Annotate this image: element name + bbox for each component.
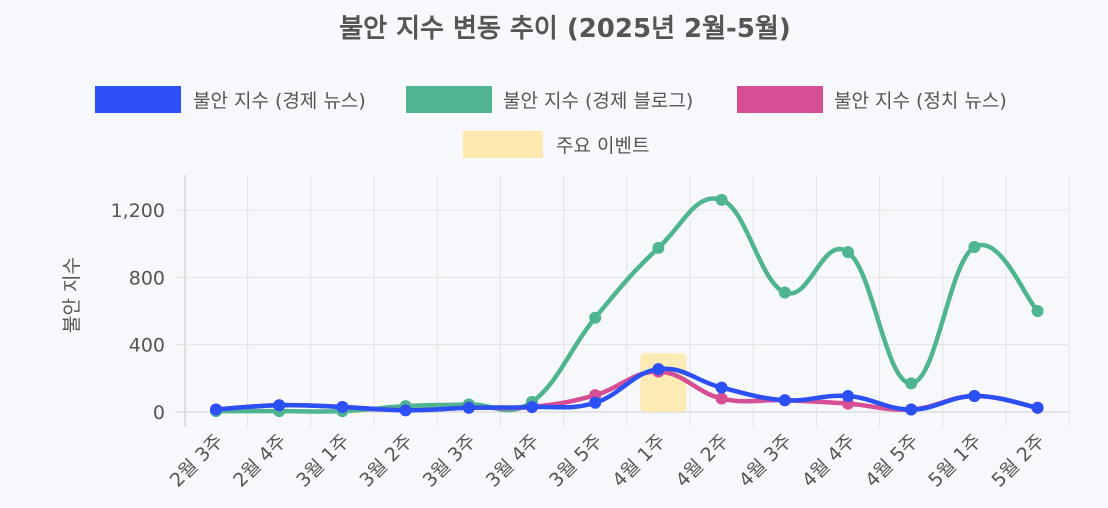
y-tick-label: 800: [129, 267, 165, 289]
legend-item-0[interactable]: 불안 지수 (경제 뉴스): [95, 86, 366, 113]
data-point: [273, 399, 286, 412]
data-point: [715, 193, 728, 206]
legend-label: 주요 이벤트: [556, 135, 649, 157]
legend: 불안 지수 (경제 뉴스) 불안 지수 (경제 블로그) 불안 지수 (정치 뉴스)…: [95, 86, 1007, 158]
x-tick-label: 5월 2주: [987, 430, 1049, 492]
x-tick-label: 4월 2주: [671, 430, 733, 492]
x-tick-label: 2월 4주: [229, 430, 291, 492]
legend-item-3[interactable]: 주요 이벤트: [463, 131, 649, 158]
series-0: [210, 363, 1044, 417]
x-tick-label: 4월 4주: [798, 430, 860, 492]
legend-swatch: [95, 86, 181, 113]
event-annotation: [640, 353, 687, 412]
y-tick-label: 0: [153, 402, 165, 424]
y-tick-label: 400: [129, 335, 165, 357]
x-tick-label: 4월 5주: [861, 430, 923, 492]
data-point: [905, 377, 918, 390]
grid: [175, 175, 1070, 427]
x-tick-label: 3월 4주: [482, 430, 544, 492]
data-point: [715, 381, 728, 394]
data-point: [778, 394, 791, 407]
series-line: [213, 196, 1040, 414]
data-point: [1031, 401, 1044, 414]
y-axis-ticks: 0 400 800 1,200: [111, 200, 165, 424]
legend-item-1[interactable]: 불안 지수 (경제 블로그): [406, 86, 693, 113]
legend-swatch: [463, 131, 543, 158]
legend-label: 불안 지수 (경제 블로그): [503, 90, 693, 112]
data-point: [462, 401, 475, 414]
x-tick-label: 2월 3주: [166, 430, 228, 492]
chart-title: 불안 지수 변동 추이 (2025년 2월-5월): [339, 14, 790, 44]
x-axis-ticks: 2월 3주 2월 4주 3월 1주 3월 2주 3월 3주 3월 4주 3월 5주 4월 1주…: [166, 430, 1049, 492]
data-point: [336, 400, 349, 413]
event-box: [640, 353, 687, 412]
y-tick-label: 1,200: [111, 200, 165, 222]
legend-label: 불안 지수 (경제 뉴스): [193, 90, 366, 112]
legend-label: 불안 지수 (정치 뉴스): [834, 90, 1007, 112]
series-layer: [210, 193, 1044, 418]
x-tick-label: 3월 2주: [355, 430, 417, 492]
data-point: [715, 392, 728, 405]
data-point: [652, 241, 665, 254]
data-point: [589, 311, 602, 324]
legend-item-2[interactable]: 불안 지수 (정치 뉴스): [737, 86, 1007, 113]
data-point: [1031, 305, 1044, 317]
x-tick-label: 5월 1주: [924, 430, 986, 492]
data-point: [399, 404, 412, 417]
legend-swatch: [406, 86, 492, 113]
data-point: [589, 396, 602, 409]
x-tick-label: 4월 1주: [608, 430, 670, 492]
data-point: [210, 403, 222, 416]
data-point: [842, 246, 854, 259]
y-axis-title: 불안 지수: [61, 257, 83, 333]
x-tick-label: 3월 5주: [545, 430, 607, 492]
data-point: [778, 286, 791, 299]
data-point: [968, 241, 981, 254]
data-point: [905, 403, 918, 416]
x-tick-label: 3월 1주: [292, 430, 354, 492]
data-point: [968, 390, 981, 403]
x-tick-label: 4월 3주: [735, 430, 797, 492]
legend-swatch: [737, 86, 823, 113]
data-point: [842, 390, 854, 403]
x-tick-label: 3월 3주: [419, 430, 481, 492]
data-point: [652, 363, 665, 376]
data-point: [526, 400, 538, 413]
